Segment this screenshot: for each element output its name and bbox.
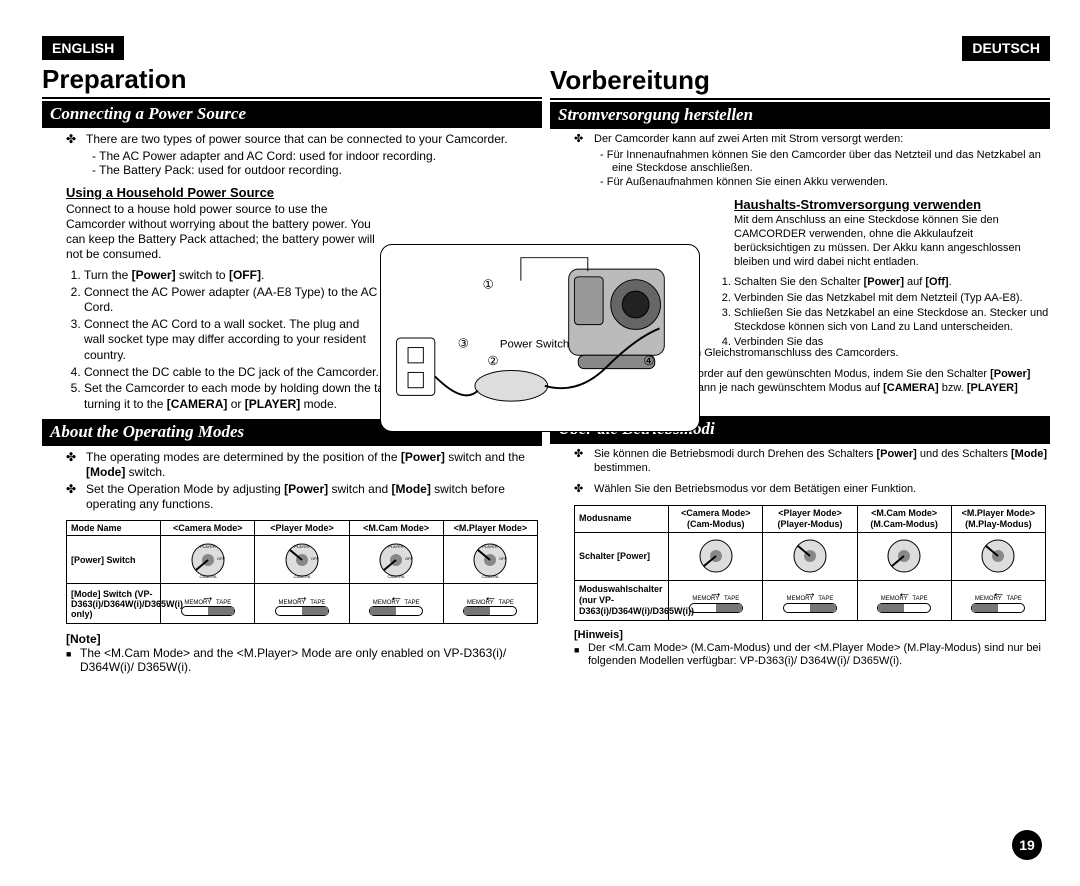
german-column: DEUTSCH Vorbereitung Stromversorgung her… bbox=[550, 36, 1050, 866]
step-de-2: Verbinden Sie das Netzkabel mit dem Netz… bbox=[734, 291, 1050, 305]
svg-text:CAMERA: CAMERA bbox=[388, 574, 405, 579]
modes-table-de: Modusname <Camera Mode> (Cam-Modus) <Pla… bbox=[574, 505, 1046, 621]
note-label-de: [Hinweis] bbox=[574, 629, 1050, 642]
lang-english-tag: ENGLISH bbox=[42, 36, 124, 60]
row-mode-en: [Mode] Switch (VP-D363(i)/D364W(i)/D365W… bbox=[67, 584, 161, 624]
step-en-2: Connect the AC Power adapter (AA-E8 Type… bbox=[84, 285, 382, 316]
note-en: The <M.Cam Mode> and the <M.Player> Mode… bbox=[66, 646, 542, 674]
page-number: 19 bbox=[1012, 830, 1042, 860]
th-mcam-en: <M.Cam Mode> bbox=[349, 521, 443, 536]
th-mplayer-en: <M.Player Mode> bbox=[443, 521, 537, 536]
svg-text:OFF: OFF bbox=[405, 556, 414, 561]
section-connecting: Connecting a Power Source bbox=[42, 101, 542, 128]
modes-b1-en: The operating modes are determined by th… bbox=[42, 450, 542, 480]
intro-en: There are two types of power source that… bbox=[42, 132, 542, 147]
step-de-1: Schalten Sie den Schalter [Power] auf [O… bbox=[734, 275, 1050, 289]
step-en-3: Connect the AC Cord to a wall socket. Th… bbox=[84, 317, 382, 364]
intro-de-d1: Für Innenaufnahmen können Sie den Camcor… bbox=[550, 149, 1050, 175]
subheading-household-en: Using a Household Power Source bbox=[66, 185, 542, 200]
th-player-de: <Player Mode> (Player-Modus) bbox=[763, 506, 857, 533]
mem-player: →MEMORY TAPE bbox=[255, 584, 349, 624]
section-strom: Stromversorgung herstellen bbox=[550, 102, 1050, 129]
row-power-de: Schalter [Power] bbox=[575, 532, 669, 580]
power-connection-diagram: ① ② ③ ④ Power Switch bbox=[380, 244, 700, 432]
title-german: Vorbereitung bbox=[550, 65, 1050, 100]
modes-b2-de: Wählen Sie den Betriebsmodus vor dem Bet… bbox=[550, 483, 1050, 497]
svg-text:①: ① bbox=[483, 277, 494, 291]
intro-de-d2: Für Außenaufnahmen können Sie einen Akku… bbox=[550, 176, 1050, 189]
modes-b2-en: Set the Operation Mode by adjusting [Pow… bbox=[42, 482, 542, 512]
th-player-en: <Player Mode> bbox=[255, 521, 349, 536]
title-english: Preparation bbox=[42, 64, 542, 99]
english-column: ENGLISH Preparation Connecting a Power S… bbox=[42, 36, 542, 866]
intro-en-d1: The AC Power adapter and AC Cord: used f… bbox=[42, 149, 542, 163]
th-camera-de: <Camera Mode> (Cam-Modus) bbox=[669, 506, 763, 533]
step-en-1: Turn the [Power] switch to [OFF]. bbox=[84, 268, 382, 284]
svg-text:PLAYER: PLAYER bbox=[294, 544, 310, 549]
row-power-en: [Power] Switch bbox=[67, 536, 161, 584]
svg-text:CAMERA: CAMERA bbox=[199, 574, 216, 579]
svg-text:PLAYER: PLAYER bbox=[200, 544, 216, 549]
subheading-household-de: Haushalts-Stromversorgung verwenden bbox=[574, 197, 1050, 213]
modes-table-en: Mode Name <Camera Mode> <Player Mode> <M… bbox=[66, 520, 538, 624]
intro-de: Der Camcorder kann auf zwei Arten mit St… bbox=[550, 133, 1050, 147]
lang-german-tag: DEUTSCH bbox=[962, 36, 1050, 61]
note-de: Der <M.Cam Mode> (M.Cam-Modus) und der <… bbox=[574, 642, 1050, 668]
row-mode-de: Moduswahlschalter (nur VP-D363(i)/D364W(… bbox=[575, 580, 669, 620]
th-modename-en: Mode Name bbox=[67, 521, 161, 536]
svg-text:OFF: OFF bbox=[217, 556, 226, 561]
svg-text:CAMERA: CAMERA bbox=[293, 574, 310, 579]
svg-text:OFF: OFF bbox=[311, 556, 320, 561]
mem-mplayer: ←MEMORY TAPE bbox=[443, 584, 537, 624]
dial-mcam: PLAYER OFF CAMERA bbox=[349, 536, 443, 584]
step-de-3: Schließen Sie das Netzkabel an eine Stec… bbox=[734, 306, 1050, 335]
label-power-switch: Power Switch bbox=[500, 339, 569, 351]
svg-text:③: ③ bbox=[458, 337, 469, 351]
th-mplayer-de: <M.Player Mode> (M.Play-Modus) bbox=[951, 506, 1045, 533]
svg-text:PLAYER: PLAYER bbox=[483, 544, 499, 549]
intro-en-d2: The Battery Pack: used for outdoor recor… bbox=[42, 163, 542, 177]
svg-text:②: ② bbox=[487, 354, 498, 368]
mem-mcam: ←MEMORY TAPE bbox=[349, 584, 443, 624]
svg-text:PLAYER: PLAYER bbox=[388, 544, 404, 549]
note-label-en: [Note] bbox=[66, 632, 542, 646]
modes-b1-de: Sie können die Betriebsmodi durch Drehen… bbox=[550, 448, 1050, 476]
svg-text:④: ④ bbox=[643, 354, 654, 368]
dial-mplayer: PLAYER OFF CAMERA bbox=[443, 536, 537, 584]
th-mcam-de: <M.Cam Mode> (M.Cam-Modus) bbox=[857, 506, 951, 533]
svg-text:CAMERA: CAMERA bbox=[482, 574, 499, 579]
svg-text:OFF: OFF bbox=[499, 556, 508, 561]
th-modename-de: Modusname bbox=[575, 506, 669, 533]
dial-camera: PLAYER OFF CAMERA bbox=[161, 536, 255, 584]
dial-player: PLAYER OFF CAMERA bbox=[255, 536, 349, 584]
th-camera-en: <Camera Mode> bbox=[161, 521, 255, 536]
